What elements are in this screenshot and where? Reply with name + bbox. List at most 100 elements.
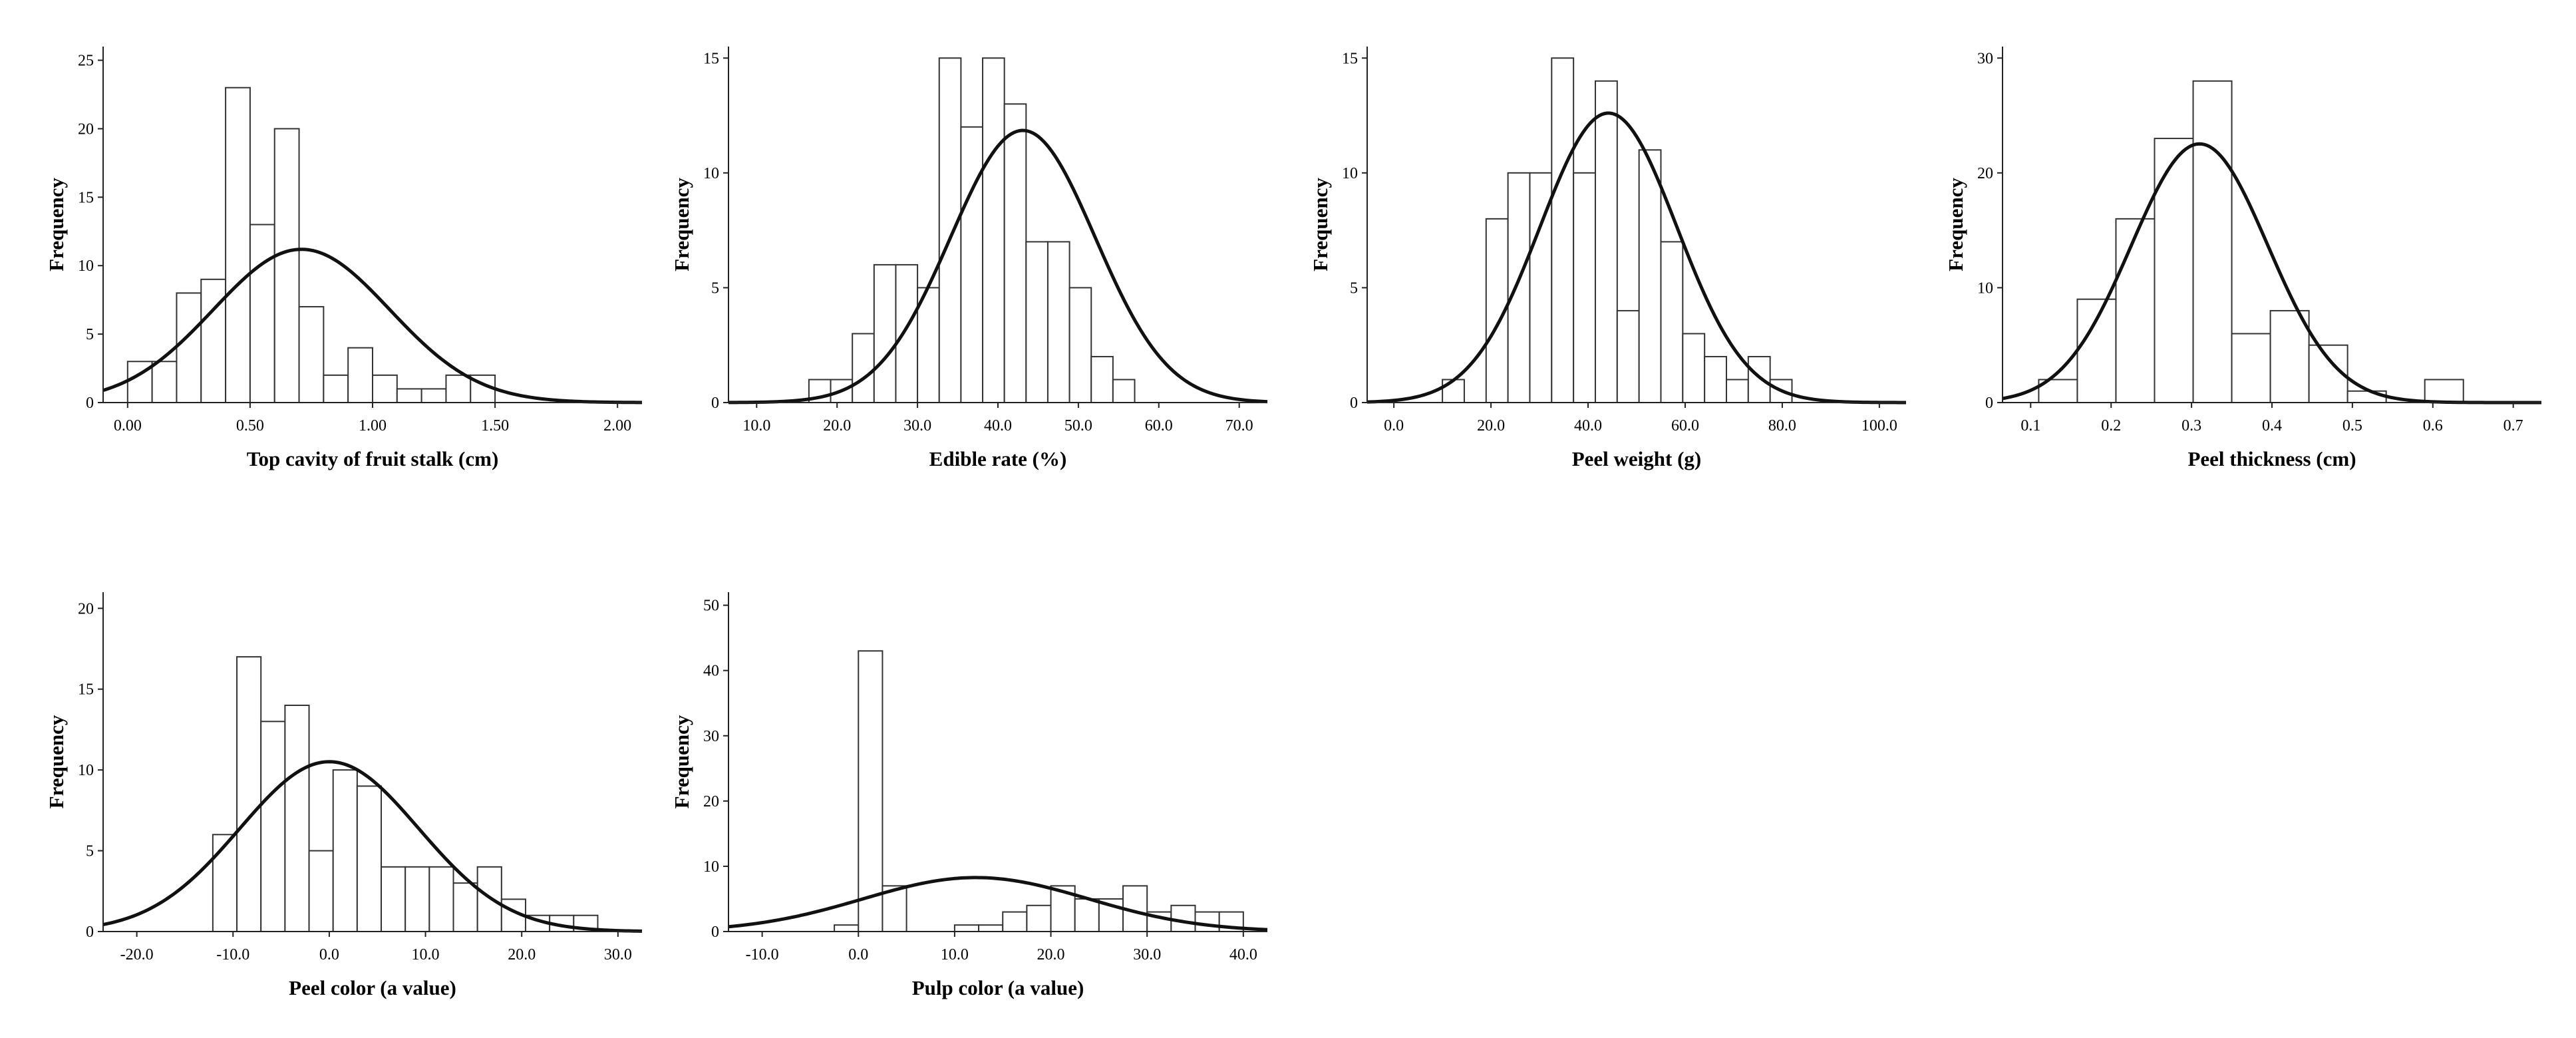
x-tick-label: 30.0: [903, 417, 931, 434]
y-tick-label: 15: [78, 189, 94, 206]
x-tick-label: 0.50: [236, 417, 264, 434]
y-tick-label: 0: [86, 924, 94, 941]
histogram-bar: [372, 374, 398, 403]
histogram-bar: [1507, 172, 1531, 403]
x-tick-label: 0.3: [2181, 417, 2201, 434]
x-axis-title: Pulp color (a value): [912, 976, 1084, 999]
histogram-bar: [1112, 379, 1136, 404]
y-tick-label: 50: [703, 598, 719, 615]
x-tick-label: 10.0: [412, 946, 440, 963]
histogram-bar: [2424, 379, 2464, 404]
histogram-bar: [960, 126, 984, 403]
x-tick-label: 60.0: [1145, 417, 1173, 434]
histogram-bar: [1002, 911, 1028, 933]
histogram-bar: [1122, 885, 1148, 933]
histogram-bar: [381, 866, 406, 933]
histogram-bar: [953, 924, 980, 933]
x-tick-label: 40.0: [984, 417, 1012, 434]
histogram-bar: [1594, 80, 1618, 403]
y-tick-label: 0: [711, 395, 719, 412]
histogram-bar: [1573, 172, 1596, 403]
histogram-peel-color: 0 5 10 15 20 -20.0 -10.0 0.0 10.0 20.0 30.0 Peel co…: [40, 572, 665, 1028]
histogram-bar: [895, 263, 919, 403]
histogram-bar: [396, 388, 422, 404]
histogram-bar: [249, 224, 275, 403]
y-tick-label: 40: [703, 663, 719, 680]
histogram-bar: [200, 278, 227, 403]
histogram-bar: [1003, 103, 1027, 404]
chart-svg: 0 5 10 15 0.0 20.0 40.0 60.0 80.0 100.0 Peel weigh…: [1309, 47, 1907, 470]
x-tick-label: 0.2: [2101, 417, 2121, 434]
x-tick-label: 1.00: [359, 417, 387, 434]
normal-curve: [728, 128, 1268, 405]
histogram-bar: [323, 374, 349, 403]
histogram-bar: [151, 361, 178, 403]
y-tick-label: 10: [78, 762, 94, 779]
histogram-bar: [1442, 379, 1465, 404]
y-axis-title: Frequency: [45, 178, 68, 271]
histogram-bar: [1025, 241, 1048, 403]
histogram-pulp-color: 0 10 20 30 40 50 -10.0 0.0 10.0 20.0 30.0 40.0 Pulp …: [665, 572, 1291, 1028]
histogram-top-cavity: 0 5 10 15 20 25 0.00 0.50 1.00 1.50 2.00 Top cavity…: [40, 27, 665, 509]
histogram-bar: [1551, 57, 1575, 404]
x-tick-label: 30.0: [1133, 946, 1161, 963]
histogram-bar: [260, 721, 286, 933]
histogram-bar: [2076, 298, 2117, 404]
histogram-bar: [404, 866, 430, 933]
chart-svg: 0 10 20 30 40 50 -10.0 0.0 10.0 20.0 30.0 40.0 Pulp …: [670, 592, 1268, 999]
x-tick-label: 40.0: [1229, 946, 1257, 963]
normal-curve: [102, 248, 643, 405]
y-tick-label: 20: [78, 600, 94, 617]
histogram-bar: [2115, 218, 2156, 403]
y-tick-label: 20: [703, 793, 719, 810]
histogram-bar: [1046, 241, 1070, 403]
y-tick-label: 0: [711, 924, 719, 941]
x-tick-label: 20.0: [1477, 417, 1505, 434]
y-tick-label: 30: [703, 728, 719, 745]
x-tick-label: 0.1: [2020, 417, 2040, 434]
x-tick-label: 100.0: [1861, 417, 1897, 434]
histogram-bar: [1726, 379, 1749, 404]
x-tick-label: 0.0: [848, 946, 868, 963]
y-axis-title: Frequency: [1309, 178, 1332, 271]
chart-svg: 0 5 10 15 20 -20.0 -10.0 0.0 10.0 20.0 30.0 Peel co…: [45, 592, 643, 999]
y-tick-label: 10: [78, 258, 94, 275]
y-tick-label: 5: [86, 843, 94, 860]
x-tick-label: -10.0: [746, 946, 779, 963]
histogram-bar: [1616, 309, 1640, 403]
histogram-bar: [873, 263, 897, 403]
histogram-bar: [2154, 138, 2194, 403]
histogram-bar: [1170, 904, 1196, 932]
x-tick-label: 0.6: [2423, 417, 2443, 434]
y-tick-label: 0: [86, 395, 94, 412]
histogram-bar: [298, 305, 325, 404]
y-axis-title: Frequency: [670, 178, 693, 271]
x-axis-title: Peel color (a value): [289, 976, 456, 999]
y-tick-label: 25: [78, 53, 94, 70]
histogram-bar: [2269, 309, 2310, 403]
x-tick-label: 60.0: [1671, 417, 1699, 434]
histogram-peel-thickness: 0 10 20 30 0.1 0.2 0.3 0.4 0.5 0.6 0.7 Peel thickne…: [1936, 27, 2561, 509]
y-tick-label: 20: [78, 120, 94, 138]
histogram-bar: [1682, 333, 1706, 403]
chart-svg: 0 10 20 30 0.1 0.2 0.3 0.4 0.5 0.6 0.7 Peel thickne…: [1944, 47, 2541, 470]
histogram-bar: [273, 128, 300, 403]
histogram-bar: [452, 882, 478, 932]
chart-svg: 0 5 10 15 10.0 20.0 30.0 40.0 50.0 60.0 70.0 Edible…: [670, 47, 1268, 470]
histogram-bar: [420, 388, 447, 404]
x-tick-label: 20.0: [1037, 946, 1065, 963]
x-axis-title: Edible rate (%): [929, 447, 1067, 470]
y-tick-label: 0: [1985, 395, 1993, 412]
y-tick-label: 10: [1342, 165, 1358, 182]
x-axis-title: Peel thickness (cm): [2187, 447, 2356, 470]
histogram-bar: [982, 57, 1005, 404]
x-tick-label: 40.0: [1574, 417, 1602, 434]
histogram-peel-weight: 0 5 10 15 0.0 20.0 40.0 60.0 80.0 100.0 Peel weigh…: [1304, 27, 1929, 509]
histogram-bar: [284, 705, 310, 932]
y-tick-label: 15: [703, 50, 719, 67]
histogram-bar: [852, 333, 875, 403]
y-tick-label: 5: [711, 279, 719, 297]
x-axis-title: Peel weight (g): [1572, 447, 1702, 470]
histogram-bar: [1090, 355, 1114, 403]
